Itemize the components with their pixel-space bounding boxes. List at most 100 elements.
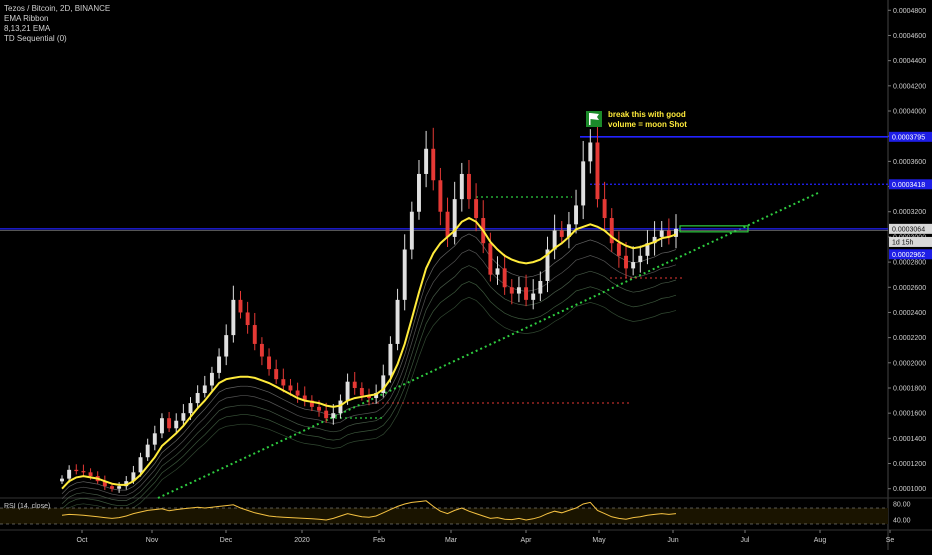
candle-body[interactable] (452, 199, 457, 237)
candle-body[interactable] (652, 236, 657, 244)
candle-body[interactable] (252, 325, 257, 344)
candle-body[interactable] (331, 413, 336, 419)
ema-ribbon-line (61, 281, 677, 510)
ema-ribbon-line (61, 249, 677, 500)
candle-body[interactable] (345, 381, 350, 401)
candle-body[interactable] (309, 400, 314, 407)
candle-body[interactable] (566, 224, 571, 237)
candle-body[interactable] (188, 403, 193, 414)
candle-body[interactable] (574, 205, 579, 225)
candle-body[interactable] (659, 230, 664, 237)
rsi-line[interactable] (61, 500, 677, 521)
candle-body[interactable] (224, 335, 229, 357)
candle-body[interactable] (88, 472, 93, 477)
price-zone-box[interactable] (679, 225, 749, 233)
candle-body[interactable] (638, 255, 643, 263)
candle-body[interactable] (267, 356, 272, 370)
candle-body[interactable] (438, 180, 443, 212)
candle-body[interactable] (552, 230, 557, 250)
candle-body[interactable] (674, 228, 678, 237)
candle-body[interactable] (274, 369, 279, 380)
candle-body[interactable] (288, 385, 293, 391)
candle-body[interactable] (559, 230, 564, 237)
candle-body[interactable] (138, 457, 143, 473)
candle-body[interactable] (516, 287, 521, 294)
candle-body[interactable] (209, 372, 214, 386)
candle-body[interactable] (466, 173, 471, 200)
candle-body[interactable] (295, 390, 300, 396)
candle-body[interactable] (666, 230, 671, 237)
candle-body[interactable] (60, 478, 64, 482)
candle-body[interactable] (388, 343, 393, 376)
candle-body[interactable] (381, 375, 386, 394)
candle-body[interactable] (495, 268, 500, 275)
ema-periods-label[interactable]: 8,13,21 EMA (4, 24, 51, 33)
candle-body[interactable] (217, 356, 222, 373)
candle-body[interactable] (110, 486, 114, 489)
candle-body[interactable] (181, 413, 186, 421)
candle-body[interactable] (581, 161, 586, 206)
candle-body[interactable] (145, 444, 150, 458)
candle-body[interactable] (67, 469, 72, 479)
candle-body[interactable] (631, 262, 636, 269)
candle-body[interactable] (367, 395, 371, 399)
candle-body[interactable] (374, 393, 379, 399)
candle-body[interactable] (131, 472, 136, 482)
support-trendline[interactable] (157, 192, 819, 499)
candle-body[interactable] (459, 173, 464, 200)
symbol-title[interactable]: Tezos / Bitcoin, 2D, BINANCE (4, 4, 111, 13)
candle-body[interactable] (524, 287, 529, 300)
candle-body[interactable] (195, 393, 200, 404)
candle-body[interactable] (324, 410, 329, 419)
candle-body[interactable] (238, 299, 243, 313)
candle-body[interactable] (488, 243, 493, 275)
price-tag-label: 0.0003795 (892, 134, 925, 141)
candle-body[interactable] (124, 481, 129, 487)
ema-line[interactable] (61, 216, 677, 490)
price-tick-label: 0.0004600 (893, 33, 926, 40)
candle-body[interactable] (588, 142, 593, 162)
candle-body[interactable] (81, 471, 86, 473)
candle-body[interactable] (302, 395, 307, 401)
candle-body[interactable] (624, 255, 628, 269)
candle-body[interactable] (231, 299, 236, 336)
candle-body[interactable] (609, 218, 614, 244)
candle-body[interactable] (102, 481, 107, 487)
candle-body[interactable] (409, 211, 414, 250)
candle-body[interactable] (174, 420, 179, 429)
candle-body[interactable] (395, 299, 400, 344)
candle-body[interactable] (167, 418, 172, 429)
candle-body[interactable] (245, 312, 250, 326)
td-sequential-label[interactable]: TD Sequential (0) (4, 34, 67, 43)
candle-body[interactable] (538, 280, 543, 294)
candle-body[interactable] (402, 249, 407, 300)
candle-body[interactable] (317, 406, 321, 411)
candle-body[interactable] (545, 249, 550, 281)
candle-body[interactable] (159, 418, 164, 434)
candle-body[interactable] (445, 211, 450, 237)
candle-body[interactable] (74, 469, 79, 472)
candle-body[interactable] (602, 199, 607, 219)
candle-body[interactable] (359, 387, 364, 396)
candle-body[interactable] (259, 343, 264, 357)
price-tick-label: 0.0004200 (893, 83, 926, 90)
candle-body[interactable] (502, 268, 507, 288)
candle-body[interactable] (117, 486, 122, 489)
candle-body[interactable] (509, 287, 514, 294)
candle-body[interactable] (424, 148, 429, 174)
candle-body[interactable] (474, 199, 479, 219)
candle-body[interactable] (202, 385, 207, 394)
candle-body[interactable] (531, 293, 536, 300)
candle-body[interactable] (645, 243, 650, 256)
candle-body[interactable] (338, 400, 343, 414)
candle-body[interactable] (431, 148, 436, 181)
candle-body[interactable] (152, 433, 157, 445)
candle-body[interactable] (281, 379, 286, 386)
ema-ribbon-label[interactable]: EMA Ribbon (4, 14, 49, 23)
candle-body[interactable] (417, 173, 421, 212)
candle-body[interactable] (595, 142, 600, 200)
candle-body[interactable] (616, 243, 621, 256)
candle-body[interactable] (352, 381, 357, 388)
